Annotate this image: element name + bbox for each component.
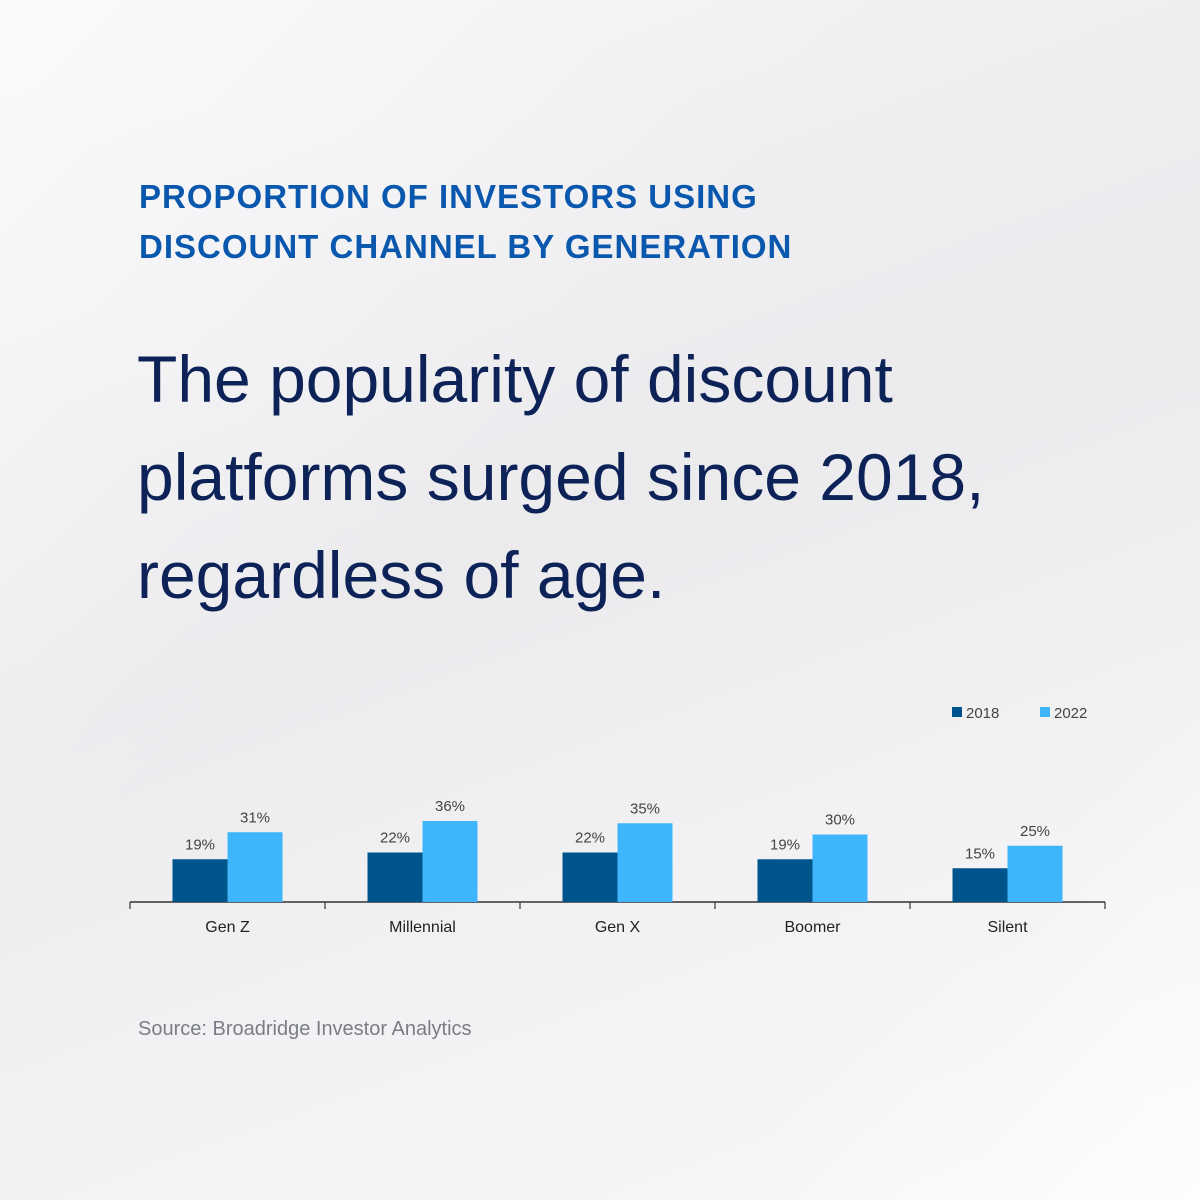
bar-2022-gen-x bbox=[617, 823, 673, 902]
headline-line-1: The popularity of discount bbox=[137, 342, 893, 416]
data-label: 36% bbox=[435, 798, 465, 815]
bar-2018-gen-x bbox=[562, 852, 618, 902]
data-label: 25% bbox=[1020, 823, 1050, 840]
data-label: 15% bbox=[965, 845, 995, 862]
data-label: 30% bbox=[825, 812, 855, 829]
category-label: Gen X bbox=[595, 919, 641, 936]
category-label: Boomer bbox=[784, 919, 841, 936]
category-label: Gen Z bbox=[205, 919, 250, 936]
bar-2018-boomer bbox=[757, 859, 813, 902]
data-label: 22% bbox=[380, 830, 410, 847]
bar-2018-silent bbox=[952, 868, 1008, 902]
eyebrow-line-2: DISCOUNT CHANNEL BY GENERATION bbox=[139, 228, 793, 265]
data-label: 22% bbox=[575, 830, 605, 847]
eyebrow-line-1: PROPORTION OF INVESTORS USING bbox=[139, 178, 758, 215]
legend-swatch-2018 bbox=[952, 707, 962, 717]
category-label: Millennial bbox=[389, 919, 456, 936]
bar-chart: 19% 31% Gen Z 22% 36% Millennial 22% 35% Gen X 19… bbox=[129, 705, 1106, 936]
bar-2022-millennial bbox=[422, 821, 478, 902]
source-note: Source: Broadridge Investor Analytics bbox=[138, 1018, 472, 1040]
data-label: 19% bbox=[770, 836, 800, 853]
eyebrow-title: PROPORTION OF INVESTORS USING DISCOUNT C… bbox=[139, 172, 1039, 272]
category-label: Silent bbox=[987, 919, 1028, 936]
data-label: 31% bbox=[240, 809, 270, 826]
bar-2018-millennial bbox=[367, 852, 423, 902]
bar-2022-silent bbox=[1007, 845, 1063, 902]
bar-2022-boomer bbox=[812, 834, 868, 902]
bar-2018-gen-z bbox=[172, 859, 228, 902]
headline-line-3: regardless of age. bbox=[137, 538, 666, 612]
data-label: 35% bbox=[630, 800, 660, 817]
data-label: 19% bbox=[185, 836, 215, 853]
legend-label: 2018 bbox=[966, 705, 999, 722]
headline-line-2: platforms surged since 2018, bbox=[137, 440, 985, 514]
headline: The popularity of discount platforms sur… bbox=[137, 330, 1097, 624]
legend-label: 2022 bbox=[1054, 705, 1087, 722]
bar-2022-gen-z bbox=[227, 832, 283, 902]
legend-swatch-2022 bbox=[1040, 707, 1050, 717]
